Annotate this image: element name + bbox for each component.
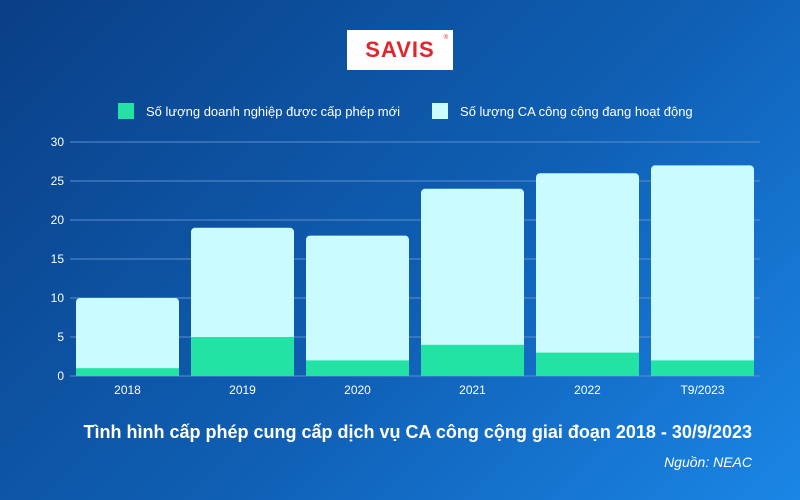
- legend-swatch-new-licenses: [118, 103, 134, 119]
- bar-new-licenses: [421, 344, 524, 376]
- legend-label-new-licenses: Số lượng doanh nghiệp được cấp phép mới: [146, 103, 401, 119]
- bar-new-licenses: [651, 360, 754, 376]
- x-tick-label: 2020: [344, 383, 371, 397]
- chart-caption: Tình hình cấp phép cung cấp dịch vụ CA c…: [83, 422, 752, 442]
- logo-text: SAVIS: [365, 37, 435, 62]
- bar-active-ca: [421, 188, 524, 376]
- legend-item-new-licenses: Số lượng doanh nghiệp được cấp phép mới: [118, 103, 400, 119]
- y-tick-label: 0: [57, 369, 64, 383]
- y-tick-label: 15: [51, 252, 65, 266]
- x-tick-label: 2021: [459, 383, 486, 397]
- y-tick-label: 30: [51, 135, 65, 149]
- chart-legend: Số lượng doanh nghiệp được cấp phép mới …: [118, 103, 693, 119]
- y-tick-label: 10: [51, 291, 65, 305]
- y-tick-label: 5: [57, 330, 64, 344]
- y-tick-label: 20: [51, 213, 65, 227]
- bar-new-licenses: [76, 368, 179, 376]
- bar-active-ca: [76, 298, 179, 376]
- legend-swatch-active-ca: [432, 103, 449, 119]
- bar-new-licenses: [536, 352, 639, 376]
- legend-item-active-ca: Số lượng CA công cộng đang hoạt động: [432, 103, 693, 119]
- bar-new-licenses: [306, 360, 409, 376]
- legend-label-active-ca: Số lượng CA công cộng đang hoạt động: [460, 103, 693, 119]
- savis-logo: SAVIS ®: [347, 30, 453, 70]
- x-tick-label: 2019: [229, 383, 256, 397]
- x-tick-label: T9/2023: [680, 383, 724, 397]
- bar-active-ca: [306, 235, 409, 376]
- source-note: Nguồn: NEAC: [664, 454, 752, 470]
- bar-active-ca: [651, 165, 754, 376]
- x-tick-label: 2018: [114, 383, 141, 397]
- x-tick-label: 2022: [574, 383, 601, 397]
- registered-mark: ®: [443, 35, 448, 41]
- bar-active-ca: [536, 173, 639, 376]
- bar-new-licenses: [191, 337, 294, 376]
- y-tick-label: 25: [51, 174, 65, 188]
